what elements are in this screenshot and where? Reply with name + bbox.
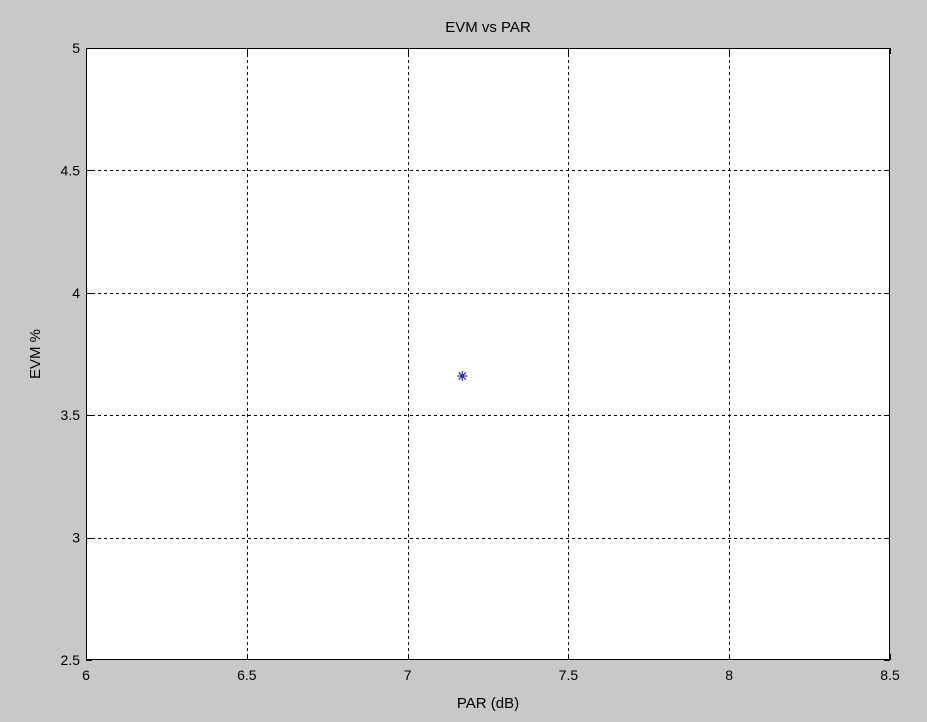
y-tick-label: 4 (72, 285, 80, 301)
y-tick-label: 4.5 (61, 162, 81, 178)
x-tick-label: 6 (82, 667, 90, 683)
plot-area (86, 48, 890, 660)
y-tick-label: 5 (72, 40, 80, 56)
x-tick-label: 6.5 (237, 667, 257, 683)
y-tick-label: 3 (72, 530, 80, 546)
data-markers (457, 371, 468, 382)
axes-box (86, 48, 890, 660)
y-tick-label: 3.5 (61, 407, 81, 423)
x-ticks: 6 6.5 7 7.5 8 8.5 (82, 48, 900, 683)
y-axis-label: EVM % (27, 329, 44, 379)
y-ticks: 2.5 3 3.5 4 4.5 5 (61, 40, 890, 668)
x-tick-label: 7 (404, 667, 412, 683)
data-point (457, 371, 468, 382)
x-tick-label: 7.5 (559, 667, 579, 683)
grid-lines (86, 48, 890, 660)
x-tick-label: 8.5 (880, 667, 900, 683)
x-tick-label: 8 (725, 667, 733, 683)
asterisk-stroke (458, 372, 467, 381)
chart-title: EVM vs PAR (445, 19, 531, 36)
y-tick-label: 2.5 (61, 652, 81, 668)
x-axis-label: PAR (dB) (457, 695, 519, 712)
axes-frame (86, 48, 890, 660)
